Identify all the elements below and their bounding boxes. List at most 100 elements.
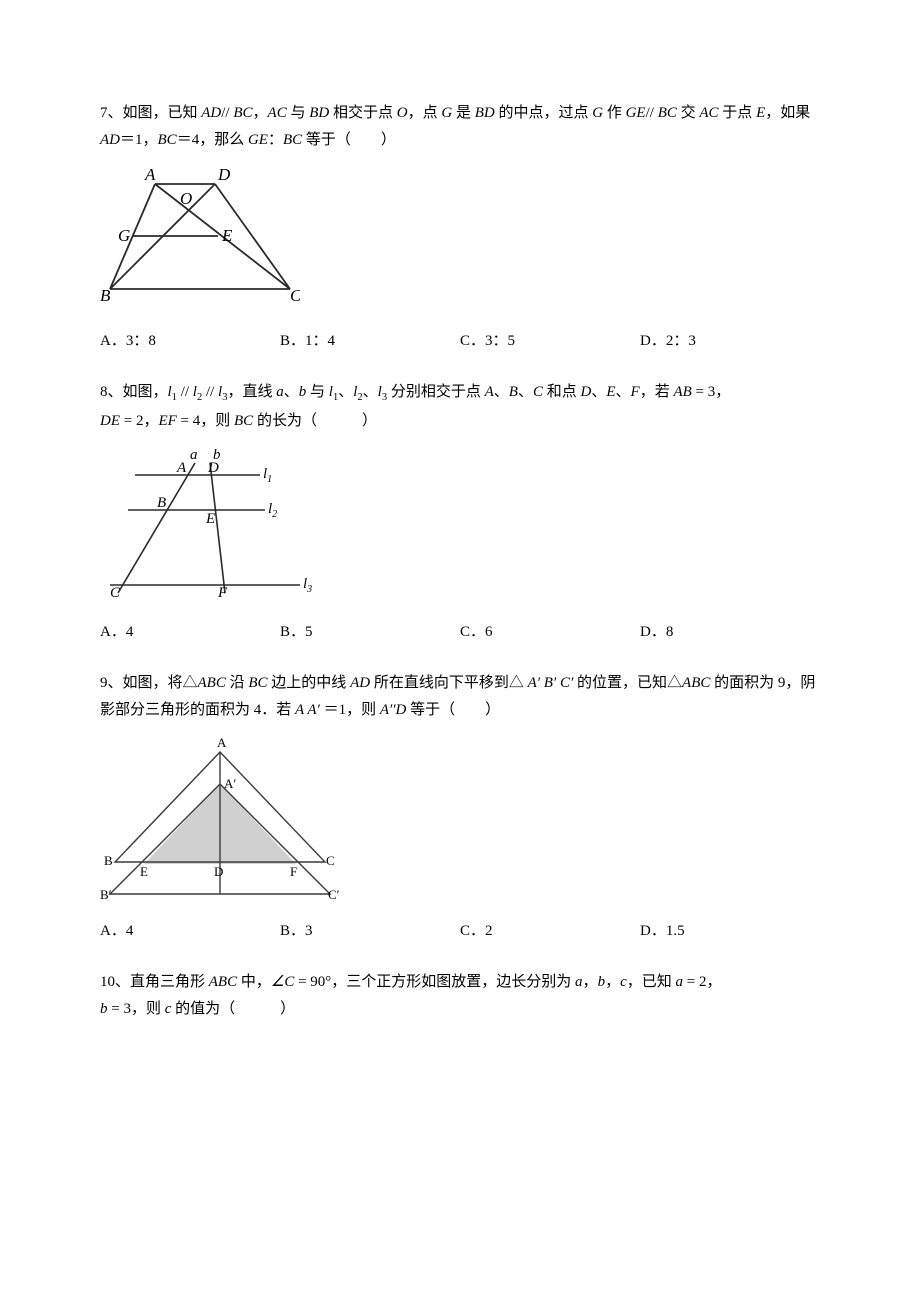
lbl-D: D [207,460,219,476]
seg: A′ B′ C′ [528,675,574,691]
t: 的长为（ ） [253,413,377,429]
lbl-E: E [205,511,215,527]
t: 7、如图，已知 [100,105,201,121]
option-C: C．2 [460,918,640,945]
t: 、 [284,384,299,400]
t: 的位置，已知△ [573,675,682,691]
lbl-B: B [104,853,113,868]
option-B: B．5 [280,619,460,646]
t: // [221,105,229,121]
lbl-A: A [144,165,156,184]
q7-text: 7、如图，已知 AD// BC，AC 与 BD 相交于点 O，点 G 是 BD … [100,100,820,154]
q9-figure: A A′ B C D E F B′ C′ [100,734,820,904]
q8-options: A．4 B．5 C．6 D．8 [100,619,820,646]
q10-text: 10、直角三角形 ABC 中，∠C = 90°，三个正方形如图放置，边长分别为 … [100,969,820,1023]
t: = 3， [692,384,730,400]
q7-figure: A D B C G E O [100,164,820,314]
lbl-B: B [100,286,111,305]
t: // [177,384,193,400]
seg: GE [248,132,268,148]
t: 的值为（ ） [171,1001,295,1017]
seg: ABC [682,675,710,691]
option-D: D．8 [640,619,820,646]
t: ，直线 [227,384,276,400]
BC: BC [234,413,253,429]
seg: AC [268,105,287,121]
t: 边上的中线 [268,675,351,691]
seg: AD [100,132,120,148]
question-10: 10、直角三角形 ABC 中，∠C = 90°，三个正方形如图放置，边长分别为 … [100,969,820,1023]
seg: AD [350,675,370,691]
q7-options: A．3：8 B．1：4 C．3：5 D．2：3 [100,328,820,355]
t: = 90°，三个正方形如图放置，边长分别为 [294,974,575,990]
seg: ABC [198,675,226,691]
t: ，若 [640,384,674,400]
seg: G [441,105,452,121]
lbl-D: D [217,165,231,184]
lbl-F: F [290,864,297,879]
t: 作 [603,105,626,121]
t: ＝4，那么 [177,132,248,148]
option-A: A．3：8 [100,328,280,355]
t: ，点 [408,105,442,121]
lbl-l1: l1 [263,466,272,485]
t: 等于（ ） [406,702,500,718]
lbl-F: F [217,585,228,601]
t: = 4，则 [177,413,234,429]
lbl-A: A [176,460,187,476]
t: 、 [518,384,533,400]
question-9: 9、如图，将△ABC 沿 BC 边上的中线 AD 所在直线向下平移到△ A′ B… [100,670,820,945]
a: a [575,974,583,990]
EF: EF [158,413,176,429]
a: a [276,384,284,400]
t: 中， [237,974,271,990]
question-8: 8、如图，l1 // l2 // l3，直线 a、b 与 l1、l2、l3 分别… [100,379,820,646]
p: E [606,384,615,400]
t: 10、直角三角形 [100,974,209,990]
t: ， [583,974,598,990]
t: = 2， [120,413,158,429]
t: // [202,384,218,400]
seg: GE [626,105,646,121]
lbl-A: A [217,735,227,750]
t: 、 [363,384,378,400]
p: A [485,384,494,400]
question-7: 7、如图，已知 AD// BC，AC 与 BD 相交于点 O，点 G 是 BD … [100,100,820,355]
lbl-B1: B′ [100,887,112,902]
lbl-O: O [180,189,192,208]
t: 是 [452,105,475,121]
t: 8、如图， [100,384,168,400]
option-B: B．1：4 [280,328,460,355]
t: ＝1，则 [320,702,380,718]
seg: BC [230,105,253,121]
a: a [676,974,684,990]
seg: BC [248,675,267,691]
t: 、 [338,384,353,400]
t: ，如果 [765,105,810,121]
t: 相交于点 [329,105,397,121]
lbl-E: E [221,226,233,245]
q9-options: A．4 B．3 C．2 D．1.5 [100,918,820,945]
AB: AB [673,384,691,400]
t: ＝1， [120,132,158,148]
seg: BD [475,105,495,121]
seg: A′'D [380,702,406,718]
q8-text: 8、如图，l1 // l2 // l3，直线 a、b 与 l1、l2、l3 分别… [100,379,820,435]
t: 、 [616,384,631,400]
t: 、 [591,384,606,400]
seg: G [592,105,603,121]
lbl-E: E [140,864,148,879]
t: 等于（ ） [302,132,396,148]
t: 9、如图，将△ [100,675,198,691]
lbl-G: G [118,226,130,245]
lbl-B: B [157,495,166,511]
p: B [509,384,518,400]
b: b [100,1001,108,1017]
lbl-a: a [190,447,198,463]
option-A: A．4 [100,918,280,945]
t: 沿 [226,675,249,691]
seg: E [756,105,765,121]
c: c [620,974,627,990]
t: 分别相交于点 [387,384,485,400]
seg: BC [654,105,677,121]
